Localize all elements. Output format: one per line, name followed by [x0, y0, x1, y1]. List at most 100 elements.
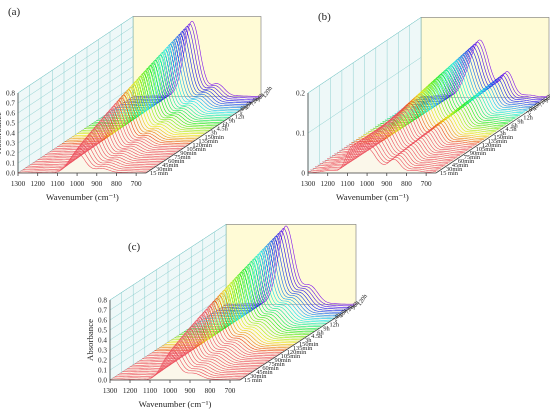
spectrum-line: [120, 33, 249, 105]
spectrum-line: [110, 354, 240, 381]
spectrum-line: [188, 263, 320, 329]
spectrum-line: [149, 306, 280, 355]
time-label: 72h: [537, 96, 549, 109]
time-label: 4.5h: [311, 333, 323, 340]
spectrum-line: [35, 128, 164, 162]
spectrum-line: [416, 44, 545, 101]
time-label: 6h: [511, 122, 518, 129]
time-label: 9h: [323, 325, 330, 332]
time-label: 96h: [350, 299, 362, 312]
spectrum-line: [18, 152, 146, 174]
time-label: 45min: [162, 162, 179, 169]
spectrum-line: [196, 256, 327, 324]
time-label: 30min: [156, 166, 173, 173]
spectrum-line: [42, 120, 171, 157]
time-label: 72h: [344, 303, 356, 316]
x-tick-label: 700: [225, 387, 236, 395]
time-label: 150min: [204, 134, 224, 141]
chart-panel-3: 1300 1200 1100 1000 900 800 700 Wavenumber (cm⁻…: [85, 223, 369, 409]
y-tick-label: 0.2: [296, 90, 305, 98]
time-label: 90min: [180, 150, 197, 157]
spectrum-line: [166, 287, 297, 344]
x-tick-label: 1100: [340, 180, 355, 188]
spectrum-line: [401, 56, 530, 110]
spectrum-line: [336, 116, 465, 154]
spectrum-line: [122, 337, 253, 373]
y-tick-label: 0.7: [98, 307, 107, 315]
spectrum-line: [339, 114, 468, 152]
time-label: 90min: [470, 150, 487, 157]
spectrum-line: [324, 128, 453, 162]
spectrum-line: [392, 65, 521, 117]
spectrum-line: [124, 334, 255, 371]
depth-axis-line: [435, 97, 550, 174]
y-tick-label: 0.0: [98, 377, 107, 385]
spectrum-line: [319, 133, 449, 165]
spectrum-line: [32, 131, 161, 164]
time-label: 120min: [482, 142, 502, 149]
spectrum-line: [317, 135, 446, 167]
spectrum-line: [117, 343, 248, 376]
time-label: 4.5h: [505, 126, 517, 133]
x-tick-label: 900: [91, 180, 102, 188]
time-label: 15 min: [440, 170, 459, 177]
spectrum-line: [84, 73, 213, 130]
y-tick-label: 0.1: [98, 367, 107, 375]
spectrum-line: [191, 261, 322, 327]
time-label: 90min: [275, 357, 292, 364]
time-label: 135min: [488, 138, 508, 145]
spectrum-line: [211, 240, 342, 315]
spectrum-line: [64, 94, 193, 143]
time-label: 9h: [517, 118, 524, 125]
x-tick-label: 1100: [143, 387, 158, 395]
back-wall: [132, 16, 262, 97]
time-label: 75min: [268, 361, 285, 368]
spectrum-line: [25, 141, 154, 169]
spectrum-line: [74, 83, 203, 136]
y-tick-label: 0.2: [98, 357, 107, 365]
y-tick-label: 0: [301, 170, 305, 178]
spectrum-line: [81, 75, 210, 131]
spectrum-line: [98, 57, 227, 120]
spectrum-line: [382, 74, 511, 123]
x-tick-label: 700: [131, 180, 142, 188]
time-label: 120h: [261, 85, 275, 100]
x-tick-label: 1200: [31, 180, 46, 188]
time-label: 60min: [168, 158, 185, 165]
spectrum-line: [118, 36, 247, 107]
spectrum-line: [30, 135, 159, 165]
time-label: 45min: [452, 162, 469, 169]
time-label: 15 min: [150, 170, 169, 177]
spectrum-line: [112, 350, 243, 379]
time-label: 45min: [256, 369, 273, 376]
time-label: 30min: [446, 166, 463, 173]
spectrum-line: [198, 253, 329, 323]
time-label: 30min: [250, 373, 267, 380]
spectrum-line: [418, 41, 547, 99]
spectrum-line: [134, 322, 265, 364]
y-tick-label: 0.3: [98, 347, 107, 355]
spectrum-line: [411, 48, 540, 104]
spectrum-line: [79, 78, 208, 133]
time-label: 6h: [317, 329, 324, 336]
back-wall: [420, 17, 550, 98]
spectrum-line: [331, 121, 461, 157]
x-tick-label: 1200: [123, 387, 138, 395]
time-label: 15 min: [244, 377, 263, 384]
time-label: 96h: [255, 91, 267, 104]
time-label: 135min: [198, 138, 218, 145]
spectrum-line: [384, 72, 513, 121]
spectrum-line: [47, 114, 176, 154]
x-tick-label: 700: [421, 180, 432, 188]
depth-axis-line: [239, 304, 357, 381]
spectrum-line: [132, 325, 263, 366]
time-label: 48h: [338, 307, 350, 320]
y-tick-label: 0.5: [6, 120, 15, 128]
spectrum-line: [161, 292, 292, 347]
spectrum-line: [20, 148, 149, 172]
spectrum-line: [142, 314, 273, 360]
y-tick-label: 0.1: [296, 130, 305, 138]
spectrum-line: [201, 250, 332, 321]
spectrum-line: [307, 144, 437, 173]
